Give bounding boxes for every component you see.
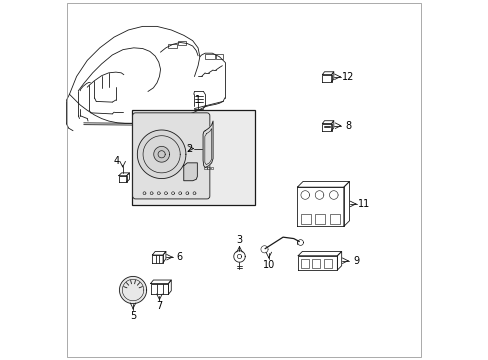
Text: 3: 3 [236,235,242,245]
Text: 6: 6 [176,252,182,262]
Text: 5: 5 [130,311,136,321]
Bar [315,213,325,224]
Bar [312,258,320,268]
Polygon shape [153,147,169,162]
FancyBboxPatch shape [132,113,209,199]
Text: 2: 2 [185,144,192,154]
Text: 12: 12 [341,72,354,82]
Text: 8: 8 [345,121,350,131]
Bar [300,258,308,268]
Text: 10: 10 [262,260,274,270]
Bar [216,54,223,59]
Bar [132,111,255,205]
Text: 4: 4 [114,156,120,166]
Bar [167,44,176,48]
Bar [203,167,206,169]
Text: 11: 11 [357,199,369,209]
Bar [178,41,185,45]
Bar [207,167,209,169]
Text: 9: 9 [352,256,358,266]
Bar [323,258,331,268]
Bar [300,213,310,224]
Bar [329,213,339,224]
Text: 7: 7 [156,301,163,311]
Bar [205,54,215,59]
Polygon shape [119,276,146,303]
Bar [210,167,213,169]
Text: 1: 1 [195,95,201,105]
Polygon shape [203,121,213,167]
Polygon shape [137,130,185,179]
Polygon shape [183,163,197,181]
